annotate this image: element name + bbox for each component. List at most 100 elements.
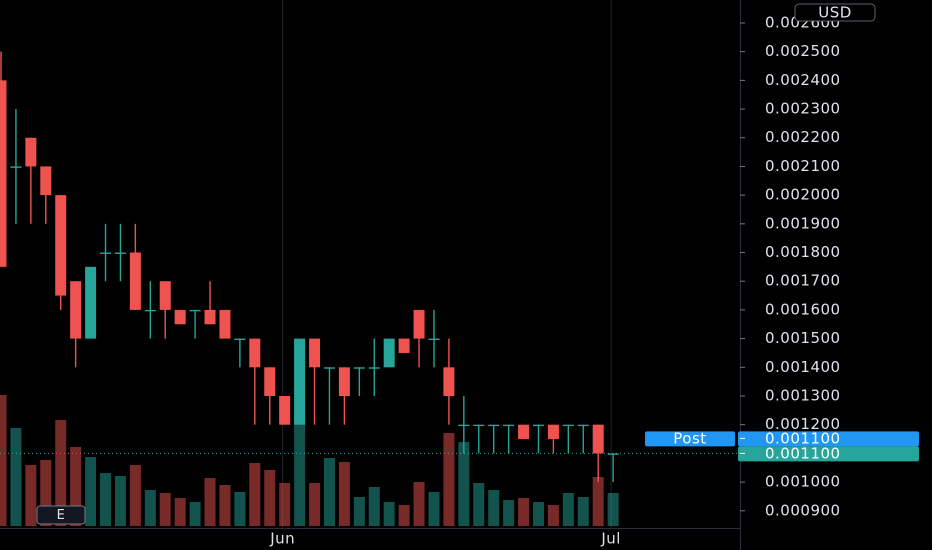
candle-body [383,338,395,368]
y-tick-label: 0.001200 [765,415,841,433]
volume-bar [398,505,410,526]
price-tag-box [738,431,919,447]
plot-area [0,0,740,528]
candle-body [562,424,574,427]
candle-body [368,367,380,369]
candle-body [353,367,365,369]
y-tick-label: 0.001000 [765,473,841,491]
volume-bar [85,457,97,526]
candle-body [309,338,321,368]
button[interactable] [36,505,86,525]
y-tick-label: 0.001300 [765,387,841,405]
candle-body [413,309,425,339]
candle-body [234,338,246,341]
volume-bar [159,493,171,526]
price-tag-label: 0.001100 [765,429,841,447]
candle-body [10,166,22,168]
candle-body [0,80,7,267]
y-tick-label: 0.000900 [765,501,841,519]
volume-bar [174,498,186,526]
candle-body [40,166,52,196]
volume-bar [577,497,589,526]
volume-bar [592,477,604,526]
y-tick-label: 0.002200 [765,128,841,146]
price-tag-label: 0.001100 [765,444,841,462]
candle-body [607,453,619,455]
candle-body [25,137,37,167]
volume-bar [503,500,515,526]
candle-body [592,424,604,454]
volume-bar [294,417,306,526]
volume-bar [413,482,425,526]
price-tag-box [738,446,919,462]
candle-body [428,338,440,341]
y-tick-label: 0.002000 [765,186,841,204]
candle-body [189,309,201,312]
y-tick-label: 0.001900 [765,214,841,232]
candle-body [443,367,455,396]
y-tick-label: 0.001500 [765,329,841,347]
volume-bar [323,458,335,526]
volume-bar [607,493,619,526]
volume-bar [219,485,231,526]
volume-bar [309,483,321,526]
candle-body [458,424,470,427]
volume-bar [458,442,470,526]
button-label[interactable]: E [57,508,66,523]
volume-bar [473,483,485,526]
price-tag-name: Post [673,429,706,447]
volume-bar [488,490,500,526]
y-tick-label: 0.001800 [765,243,841,261]
y-tick-label: 0.002100 [765,157,841,175]
candle-body [547,424,559,440]
volume-bar [0,395,7,526]
volume-bar [10,428,22,526]
candle-body [338,367,350,396]
volume-bar [279,483,291,526]
candle-body [204,309,216,325]
x-tick-label: Jul [600,530,621,548]
volume-bar [547,505,559,526]
y-tick-label: 0.001700 [765,272,841,290]
candle-body [503,424,515,427]
candle-body [70,281,82,339]
volume-bar [55,420,67,526]
volume-bar [338,462,350,526]
candle-body [114,252,126,254]
y-tick-label: 0.001600 [765,300,841,318]
volume-bar [518,498,530,526]
currency-label[interactable]: USD [818,4,852,22]
candle-body [219,309,231,339]
candle-body [323,367,335,369]
currency-box[interactable] [794,3,876,22]
candle-body [398,338,410,353]
volume-bar [383,502,395,526]
volume-bar [234,492,246,526]
candle-body [159,281,171,310]
candle-body [144,309,156,312]
candle-body [264,367,276,396]
volume-bar [368,487,380,526]
volume-bar [249,463,261,526]
volume-bar [100,473,112,526]
candle-body [473,424,485,427]
volume-bar [204,478,216,526]
y-tick-label: 0.002400 [765,71,841,89]
volume-bar [189,502,201,526]
volume-bar [144,490,156,526]
candle-body [129,252,141,310]
volume-bar [114,476,126,526]
x-tick-label: Jun [269,530,295,548]
candle-body [249,338,261,368]
volume-bar [532,502,544,526]
candle-body [85,266,97,339]
candle-body [577,424,589,427]
volume-bar [353,497,365,526]
volume-bar [264,470,276,526]
candle-body [55,195,67,296]
volume-bar [428,492,440,526]
volume-bar [70,447,82,526]
volume-bar [40,460,52,526]
